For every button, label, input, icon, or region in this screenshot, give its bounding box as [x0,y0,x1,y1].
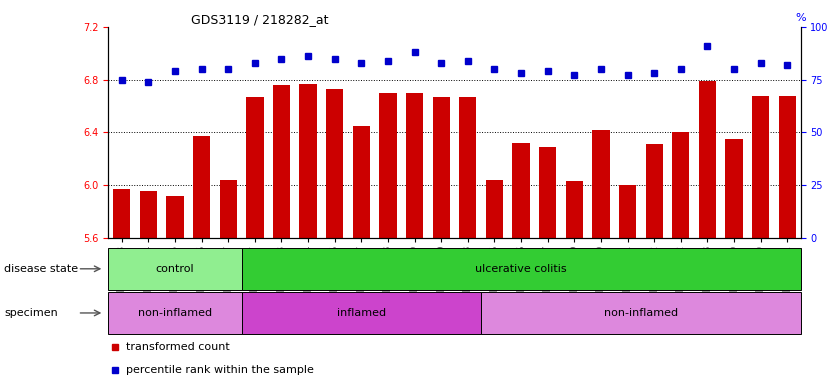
Text: ulcerative colitis: ulcerative colitis [475,264,567,274]
Bar [726,139,743,238]
Bar [699,81,716,238]
Text: disease state: disease state [4,264,78,274]
Bar [242,248,801,290]
Text: inflamed: inflamed [337,308,386,318]
Text: non-inflamed: non-inflamed [138,308,212,318]
Bar [565,181,583,238]
Bar [460,97,476,238]
Bar [242,292,481,334]
Bar [406,93,423,238]
Bar [481,292,801,334]
Bar [140,190,157,238]
Text: specimen: specimen [4,308,58,318]
Bar [326,89,344,238]
Bar [108,248,242,290]
Bar [779,96,796,238]
Bar [113,189,130,238]
Bar [193,136,210,238]
Bar [539,147,556,238]
Bar [592,130,610,238]
Bar [619,185,636,238]
Bar [353,126,370,238]
Text: %: % [796,13,806,23]
Bar [672,132,690,238]
Bar [246,97,264,238]
Bar [166,196,183,238]
Text: non-inflamed: non-inflamed [604,308,678,318]
Bar [752,96,769,238]
Text: GDS3119 / 218282_at: GDS3119 / 218282_at [192,13,329,26]
Bar [379,93,397,238]
Bar [486,180,503,238]
Bar [433,97,450,238]
Text: control: control [156,264,194,274]
Bar [299,84,317,238]
Bar [108,292,242,334]
Bar [512,143,530,238]
Bar [219,180,237,238]
Bar [273,85,290,238]
Text: percentile rank within the sample: percentile rank within the sample [126,365,314,375]
Text: transformed count: transformed count [126,342,229,352]
Bar [646,144,663,238]
